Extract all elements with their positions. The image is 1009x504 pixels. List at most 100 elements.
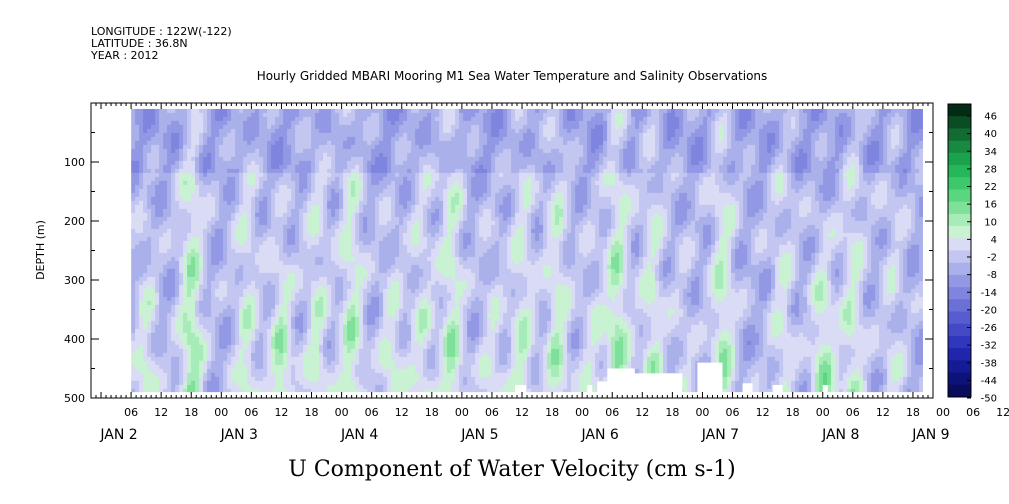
heatmap-cell: [155, 376, 160, 382]
heatmap-cell: [271, 356, 276, 362]
heatmap-cell: [331, 144, 336, 150]
heatmap-cell: [279, 108, 284, 114]
heatmap-cell: [339, 164, 344, 170]
heatmap-cell: [163, 140, 168, 146]
heatmap-cell: [227, 124, 232, 130]
heatmap-cell: [239, 312, 244, 318]
heatmap-cell: [283, 316, 288, 322]
heatmap-cell: [379, 348, 384, 354]
heatmap-cell: [191, 224, 196, 230]
heatmap-cell: [159, 248, 164, 254]
heatmap-cell: [147, 388, 152, 393]
heatmap-cell: [139, 220, 144, 226]
heatmap-cell: [163, 236, 168, 242]
heatmap-cell: [275, 236, 280, 242]
heatmap-cell: [367, 112, 372, 118]
heatmap-cell: [311, 256, 316, 262]
heatmap-cell: [183, 128, 188, 134]
heatmap-cell: [387, 196, 392, 202]
heatmap-cell: [155, 200, 160, 206]
heatmap-cell: [303, 360, 308, 366]
heatmap-cell: [311, 128, 316, 134]
heatmap-cell: [359, 184, 364, 190]
heatmap-cell: [187, 260, 192, 266]
heatmap-cell: [203, 308, 208, 314]
heatmap-cell: [143, 244, 148, 250]
heatmap-cell: [291, 188, 296, 194]
heatmap-cell: [395, 344, 400, 350]
heatmap-cell: [143, 196, 148, 202]
heatmap-cell: [211, 116, 216, 122]
heatmap-cell: [219, 256, 224, 262]
heatmap-cell: [295, 344, 300, 350]
heatmap-cell: [255, 292, 260, 298]
heatmap-cell: [151, 380, 156, 386]
heatmap-cell: [315, 256, 320, 262]
heatmap-cell: [211, 240, 216, 246]
heatmap-cell: [279, 304, 284, 310]
heatmap-cell: [347, 136, 352, 142]
heatmap-cell: [403, 312, 408, 318]
heatmap-cell: [211, 284, 216, 290]
heatmap-cell: [159, 260, 164, 266]
heatmap-cell: [315, 120, 320, 126]
heatmap-cell: [355, 376, 360, 382]
heatmap-cell: [171, 160, 176, 166]
heatmap-cell: [383, 228, 388, 234]
heatmap-cell: [175, 268, 180, 274]
heatmap-cell: [139, 156, 144, 162]
heatmap-cell: [319, 324, 324, 330]
heatmap-cell: [355, 284, 360, 290]
heatmap-cell: [347, 304, 352, 310]
heatmap-cell: [227, 300, 232, 306]
heatmap-cell: [367, 292, 372, 298]
heatmap-cell: [195, 144, 200, 150]
heatmap-cell: [259, 152, 264, 158]
heatmap-cell: [251, 356, 256, 362]
heatmap-cell: [251, 204, 256, 210]
heatmap-cell: [359, 324, 364, 330]
heatmap-cell: [231, 136, 236, 142]
heatmap-cell: [295, 316, 300, 322]
heatmap-cell: [159, 380, 164, 386]
heatmap-cell: [387, 248, 392, 254]
heatmap-cell: [203, 260, 208, 266]
heatmap-cell: [359, 344, 364, 350]
heatmap-cell: [267, 164, 272, 170]
heatmap-cell: [271, 320, 276, 326]
heatmap-cell: [295, 212, 300, 218]
heatmap-cell: [263, 352, 268, 358]
heatmap-cell: [211, 232, 216, 238]
heatmap-cell: [215, 240, 220, 246]
heatmap-cell: [251, 300, 256, 306]
heatmap-cell: [327, 132, 332, 138]
heatmap-cell: [319, 116, 324, 122]
heatmap-cell: [367, 244, 372, 250]
heatmap-cell: [135, 224, 140, 230]
heatmap-cell: [223, 228, 228, 234]
heatmap-cell: [295, 312, 300, 318]
heatmap-cell: [135, 312, 140, 318]
heatmap-cell: [399, 232, 404, 238]
heatmap-cell: [163, 304, 168, 310]
heatmap-cell: [147, 200, 152, 206]
heatmap-cell: [227, 136, 232, 142]
heatmap-cell: [287, 360, 292, 366]
heatmap-cell: [307, 108, 312, 114]
heatmap-cell: [183, 304, 188, 310]
heatmap-cell: [163, 340, 168, 346]
heatmap-cell: [279, 356, 284, 362]
heatmap-cell: [219, 132, 224, 138]
heatmap-cell: [307, 172, 312, 178]
heatmap-cell: [347, 312, 352, 318]
heatmap-cell: [387, 260, 392, 266]
heatmap-cell: [271, 324, 276, 330]
heatmap-cell: [295, 380, 300, 386]
heatmap-cell: [139, 256, 144, 262]
heatmap-cell: [259, 116, 264, 122]
heatmap-cell: [319, 152, 324, 158]
heatmap-cell: [179, 244, 184, 250]
heatmap-cell: [231, 196, 236, 202]
heatmap-cell: [215, 328, 220, 334]
heatmap-cell: [291, 252, 296, 258]
